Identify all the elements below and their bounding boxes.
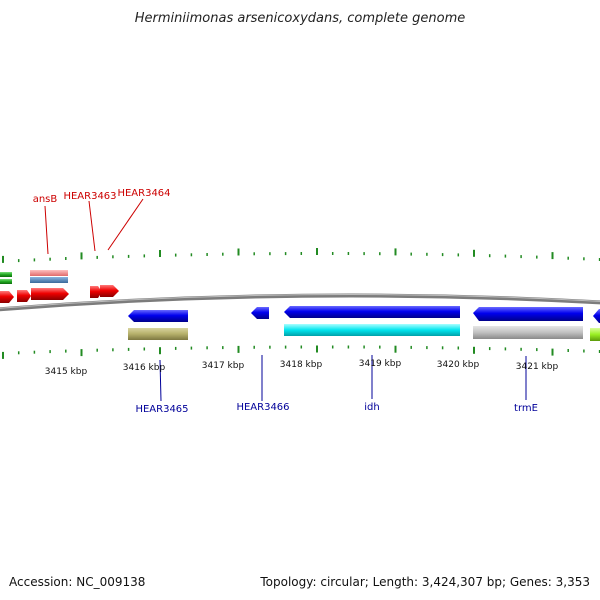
gene-label-HEAR3465[interactable]: HEAR3465 xyxy=(135,404,188,415)
gene-label-trmE[interactable]: trmE xyxy=(514,403,538,414)
gene-label-HEAR3464[interactable]: HEAR3464 xyxy=(117,188,170,199)
gene-idh-cyan[interactable] xyxy=(284,324,460,336)
map-title: Herminiimonas arsenicoxydans, complete g… xyxy=(135,11,465,26)
gene-red-arrow-ansB[interactable] xyxy=(31,288,69,300)
ruler-label-3415: 3415 kbp xyxy=(45,367,88,377)
ruler-label-3417: 3417 kbp xyxy=(202,361,245,371)
reverse-genes xyxy=(128,306,600,341)
gene-red-arrow-2[interactable] xyxy=(17,290,31,302)
gene-red-arrow-HEAR3463[interactable] xyxy=(90,286,102,298)
gene-red-arrow-1[interactable] xyxy=(0,291,14,303)
gene-edge-blue[interactable] xyxy=(593,309,600,323)
topology-text: Topology: circular; Length: 3,424,307 bp… xyxy=(259,575,590,589)
label-lines-bottom xyxy=(159,355,527,402)
label-lines-top xyxy=(44,198,144,255)
ruler-label-3420: 3420 kbp xyxy=(437,360,480,370)
gene-edge-lime[interactable] xyxy=(590,328,600,341)
genome-backbone-highlight xyxy=(0,293,600,309)
gene-trmE[interactable] xyxy=(473,307,583,321)
tick-row-top xyxy=(2,248,600,263)
tick-row-bottom xyxy=(2,345,600,359)
gene-HEAR3466[interactable] xyxy=(251,307,269,319)
gene-HEAR3465-olive[interactable] xyxy=(128,328,188,340)
gene-label-HEAR3463[interactable]: HEAR3463 xyxy=(63,191,116,202)
ruler-label-3419: 3419 kbp xyxy=(359,359,402,369)
gene-red-arrow-HEAR3464[interactable] xyxy=(100,285,119,297)
gene-label-idh[interactable]: idh xyxy=(364,402,379,413)
genome-backbone xyxy=(0,293,600,312)
gene-idh[interactable] xyxy=(284,306,460,318)
gene-trmE-gray[interactable] xyxy=(473,326,583,339)
accession-text: Accession: NC_009138 xyxy=(9,575,145,589)
gene-HEAR3465[interactable] xyxy=(128,310,188,322)
gene-label-HEAR3466[interactable]: HEAR3466 xyxy=(236,402,289,413)
gene-label-ansB[interactable]: ansB xyxy=(33,194,58,205)
forward-genes xyxy=(0,270,119,303)
gene-ansB-steelblue[interactable] xyxy=(30,277,68,283)
gene-ansB-pink[interactable] xyxy=(30,270,68,276)
gene-green-lower[interactable] xyxy=(0,279,12,284)
ruler-label-3418: 3418 kbp xyxy=(280,360,323,370)
gene-green-upper[interactable] xyxy=(0,272,12,277)
ruler-label-3416: 3416 kbp xyxy=(123,363,166,373)
ruler-label-3421: 3421 kbp xyxy=(516,362,559,372)
